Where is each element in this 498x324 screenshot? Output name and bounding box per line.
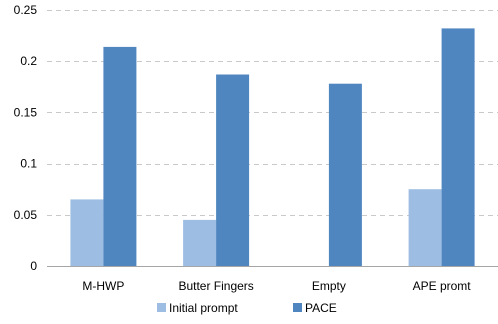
bar-pace-empty	[328, 83, 362, 266]
y-tick-label: 0.2	[20, 54, 37, 68]
y-tick-label: 0.1	[20, 157, 37, 171]
x-tick-labels: M-HWP Butter Fingers Empty APE promt	[82, 279, 471, 293]
bar-initial-prompt-m-hwp	[70, 199, 104, 266]
legend-swatch-initial-prompt	[157, 303, 166, 312]
y-tick-label: 0.05	[14, 208, 38, 222]
legend-label-initial-prompt: Initial prompt	[169, 301, 238, 315]
x-tick-label: Empty	[312, 279, 346, 293]
y-tick-label: 0.25	[14, 3, 38, 17]
bar-pace-butter-fingers	[216, 74, 250, 266]
legend: Initial prompt PACE	[157, 301, 337, 315]
legend-label-pace: PACE	[305, 301, 337, 315]
y-tick-labels: 0 0.05 0.1 0.15 0.2 0.25	[14, 3, 38, 273]
y-tick-label: 0.15	[14, 105, 38, 119]
bars	[70, 28, 475, 267]
y-tick-label: 0	[30, 259, 37, 273]
bar-initial-prompt-ape-promt	[408, 189, 442, 266]
x-tick-label: M-HWP	[82, 279, 124, 293]
x-tick-label: Butter Fingers	[178, 279, 253, 293]
bar-pace-m-hwp	[103, 46, 137, 267]
bar-pace-ape-promt	[441, 28, 475, 267]
x-tick-label: APE promt	[413, 279, 472, 293]
bar-initial-prompt-butter-fingers	[183, 219, 217, 266]
legend-swatch-pace	[293, 303, 302, 312]
